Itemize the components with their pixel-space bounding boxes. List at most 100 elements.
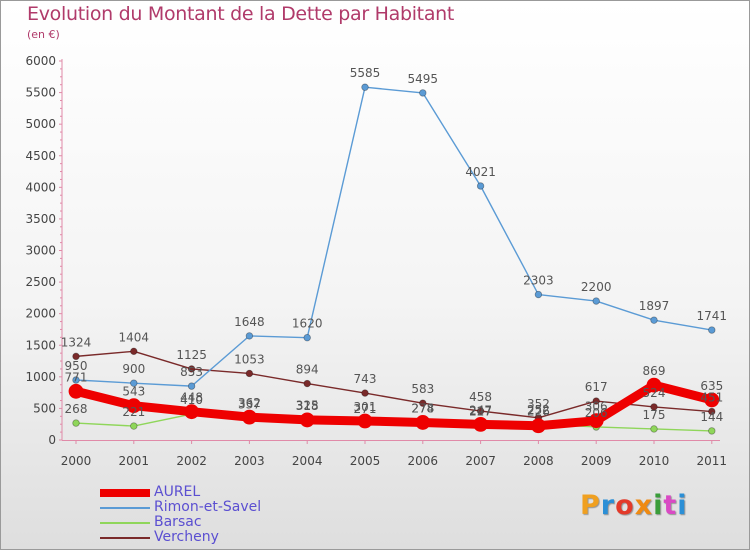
- data-label: 306: [585, 400, 608, 414]
- data-label: 869: [643, 364, 666, 378]
- data-point: [708, 407, 716, 416]
- data-label: 226: [527, 405, 550, 419]
- y-tick-label: 1500: [25, 338, 56, 352]
- data-point: [241, 409, 257, 425]
- legend-label: Rimon-et-Savel: [154, 499, 262, 515]
- data-label: 144: [700, 410, 723, 424]
- data-point: [68, 383, 84, 399]
- y-tick-label: 5000: [25, 117, 56, 131]
- data-label: 1620: [292, 317, 323, 331]
- data-label: 227: [469, 405, 492, 419]
- x-tick-label: 2010: [639, 454, 670, 468]
- y-tick-label: 4500: [25, 149, 56, 163]
- data-point: [357, 413, 373, 429]
- data-point: [245, 369, 254, 378]
- data-point: [592, 297, 600, 305]
- data-point: [299, 412, 315, 428]
- data-label: 301: [354, 400, 377, 414]
- data-label: 583: [411, 382, 434, 396]
- data-label: 175: [643, 408, 666, 422]
- data-label: 1125: [176, 348, 207, 362]
- data-point: [708, 427, 716, 435]
- y-tick-label: 3000: [25, 244, 56, 258]
- y-tick-label: 2500: [25, 275, 56, 289]
- data-label: 451: [700, 391, 723, 405]
- x-tick-label: 2007: [465, 454, 496, 468]
- legend-swatch: [100, 522, 150, 524]
- data-label: 206: [585, 406, 608, 420]
- data-point: [303, 379, 311, 388]
- data-label: 543: [122, 385, 145, 399]
- data-label: 4021: [465, 165, 496, 179]
- data-point: [534, 290, 543, 299]
- data-label: 325: [296, 398, 319, 412]
- chart-axes: 0 500 1000 1500 2000 2500 3000 3500 4000 4500 5000…: [25, 54, 727, 468]
- data-labels: 950 900 853 1648 1620 5585 5495 4021 2303 2200 189…: [61, 66, 727, 424]
- data-point: [72, 419, 80, 427]
- data-label: 900: [122, 362, 145, 376]
- data-label: 278: [411, 401, 434, 415]
- proxiti-logo: Proxiti: [580, 490, 688, 521]
- y-tick-label: 2000: [25, 307, 56, 321]
- data-label: 271: [354, 402, 377, 416]
- x-tick-label: 2008: [523, 454, 554, 468]
- y-tick-label: 4000: [25, 180, 56, 194]
- data-label: 268: [65, 402, 88, 416]
- data-label: 743: [354, 372, 377, 386]
- data-point: [650, 425, 658, 433]
- series-line-rimon-et-savel: [75, 86, 713, 387]
- data-label: 853: [180, 365, 203, 379]
- x-tick-label: 2006: [408, 454, 439, 468]
- y-tick-label: 1000: [25, 370, 56, 384]
- data-point: [415, 415, 431, 430]
- data-label: 1741: [697, 309, 728, 323]
- data-label: 410: [180, 393, 203, 407]
- chart-subtitle: (en €): [27, 28, 60, 41]
- legend-label: Vercheny: [154, 529, 219, 545]
- data-point: [531, 418, 546, 434]
- x-tick-label: 2001: [119, 454, 150, 468]
- legend-swatch: [100, 489, 150, 497]
- data-point: [419, 89, 427, 97]
- data-point: [126, 398, 142, 414]
- logo-letter: i: [653, 490, 664, 521]
- data-point: [361, 83, 369, 91]
- data-label: 221: [122, 405, 145, 419]
- data-label: 771: [65, 370, 88, 384]
- data-label: 352: [527, 397, 550, 411]
- data-point: [130, 347, 138, 356]
- legend-swatch: [100, 507, 150, 509]
- x-tick-label: 2004: [292, 454, 323, 468]
- data-point: [473, 416, 489, 432]
- data-label: 274: [411, 402, 434, 416]
- data-point: [130, 422, 138, 430]
- legend-label: AUREL: [154, 484, 201, 500]
- data-label: 318: [296, 399, 319, 413]
- y-tick-label: 5500: [25, 86, 56, 100]
- data-point: [588, 413, 604, 429]
- x-tick-label: 2003: [234, 454, 265, 468]
- data-point: [187, 365, 196, 373]
- data-label: 2303: [523, 274, 554, 288]
- data-point: [187, 382, 196, 390]
- data-label: 635: [700, 379, 723, 393]
- data-point: [130, 379, 138, 387]
- data-label: 1648: [234, 315, 265, 329]
- y-tick-label: 500: [33, 401, 56, 415]
- data-point: [650, 316, 658, 324]
- data-label: 362: [238, 396, 261, 410]
- logo-letter: x: [634, 490, 654, 521]
- data-point: [245, 332, 254, 340]
- data-label: 448: [180, 391, 203, 405]
- data-label: 950: [65, 359, 88, 373]
- data-point: [592, 397, 600, 405]
- data-point: [476, 407, 485, 415]
- data-point: [646, 377, 662, 393]
- y-tick-label: 0: [48, 433, 56, 447]
- logo-letter: o: [615, 490, 635, 521]
- logo-letter: i: [677, 490, 688, 521]
- data-label: 894: [296, 363, 319, 377]
- series-line-aurel: [71, 380, 717, 431]
- y-tick-label: 3500: [25, 212, 56, 226]
